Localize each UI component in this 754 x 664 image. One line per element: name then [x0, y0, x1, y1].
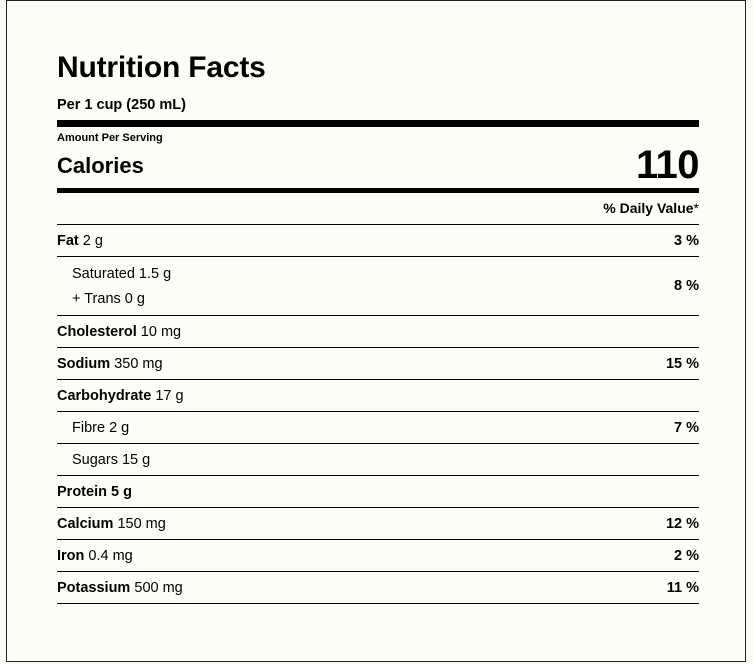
- calories-row: Calories 110: [57, 143, 700, 187]
- nutrient-dv: 3 %: [674, 232, 699, 249]
- nutrient-dv: 15 %: [665, 355, 699, 372]
- thick-divider: [57, 120, 699, 127]
- nutrient-row-sodium: Sodium 350 mg 15 %: [57, 348, 699, 380]
- medium-divider: [57, 188, 699, 193]
- nutrient-name-secondary: + Trans: [72, 290, 121, 307]
- nutrient-name: Carbohydrate: [57, 387, 152, 404]
- calories-value: 110: [635, 143, 700, 187]
- nutrient-row-calcium: Calcium 150 mg 12 %: [57, 508, 699, 540]
- nutrient-name: Protein: [57, 483, 107, 500]
- nutrient-dv: 12 %: [665, 515, 699, 532]
- nutrient-amount: 500 mg: [134, 579, 183, 596]
- serving-size: Per 1 cup (250 mL): [57, 97, 186, 113]
- nutrient-name: Sodium: [57, 355, 111, 372]
- nutrient-row-fat: Fat 2 g 3 %: [57, 225, 699, 257]
- calories-label: Calories: [57, 153, 144, 178]
- daily-value-header: % Daily Value*: [57, 193, 699, 225]
- nutrient-name: Cholesterol: [57, 323, 137, 340]
- nutrient-amount: 150 mg: [117, 515, 166, 532]
- nutrient-amount: 15 g: [121, 451, 151, 468]
- nutrient-row-saturated-trans: Saturated 1.5 g + Trans 0 g 8 %: [57, 257, 699, 316]
- nutrient-name: Iron: [57, 547, 85, 564]
- amount-per-serving: Amount Per Serving: [57, 132, 163, 144]
- nutrient-row-iron: Iron 0.4 mg 2 %: [57, 540, 699, 572]
- nutrient-name: Sugars: [72, 451, 118, 468]
- nutrient-name: Calcium: [57, 515, 114, 532]
- nutrient-row-protein: Protein 5 g: [57, 476, 699, 508]
- nutrient-amount: 5 g: [110, 483, 132, 500]
- nutrition-facts-label: Nutrition Facts Per 1 cup (250 mL) Amoun…: [57, 50, 700, 604]
- nutrient-dv: 8 %: [674, 278, 699, 294]
- nutrient-amount: 2 g: [109, 419, 130, 436]
- nutrient-name: Fat: [57, 232, 79, 249]
- nutrient-dv: 2 %: [674, 547, 699, 564]
- nutrient-amount: 0.4 mg: [88, 547, 133, 564]
- daily-value-header-label: % Daily Value: [603, 200, 694, 216]
- nutrition-panel-frame: [6, 0, 746, 662]
- nutrient-amount: 350 mg: [114, 355, 163, 372]
- nutrient-dv: 7 %: [674, 419, 699, 436]
- nutrient-name: Saturated: [72, 265, 135, 282]
- nutrient-row-potassium: Potassium 500 mg 11 %: [57, 572, 699, 604]
- nutrient-row-fibre: Fibre 2 g 7 %: [57, 412, 699, 444]
- nutrient-amount: 17 g: [155, 387, 184, 404]
- nutrient-amount: 2 g: [82, 232, 103, 249]
- nutrient-row-carbohydrate: Carbohydrate 17 g: [57, 380, 699, 412]
- nutrient-name: Fibre: [72, 419, 106, 436]
- daily-value-header-star: *: [693, 200, 699, 216]
- nutrient-row-sugars: Sugars 15 g: [57, 444, 699, 476]
- nutrient-amount-secondary: 0 g: [124, 290, 145, 307]
- nutrient-dv: 11 %: [666, 579, 699, 596]
- nutrient-name: Potassium: [57, 579, 131, 596]
- nutrient-row-cholesterol: Cholesterol 10 mg: [57, 316, 699, 348]
- nutrient-amount: 10 mg: [140, 323, 182, 340]
- nutrition-title: Nutrition Facts: [57, 51, 266, 84]
- nutrient-amount: 1.5 g: [138, 265, 172, 282]
